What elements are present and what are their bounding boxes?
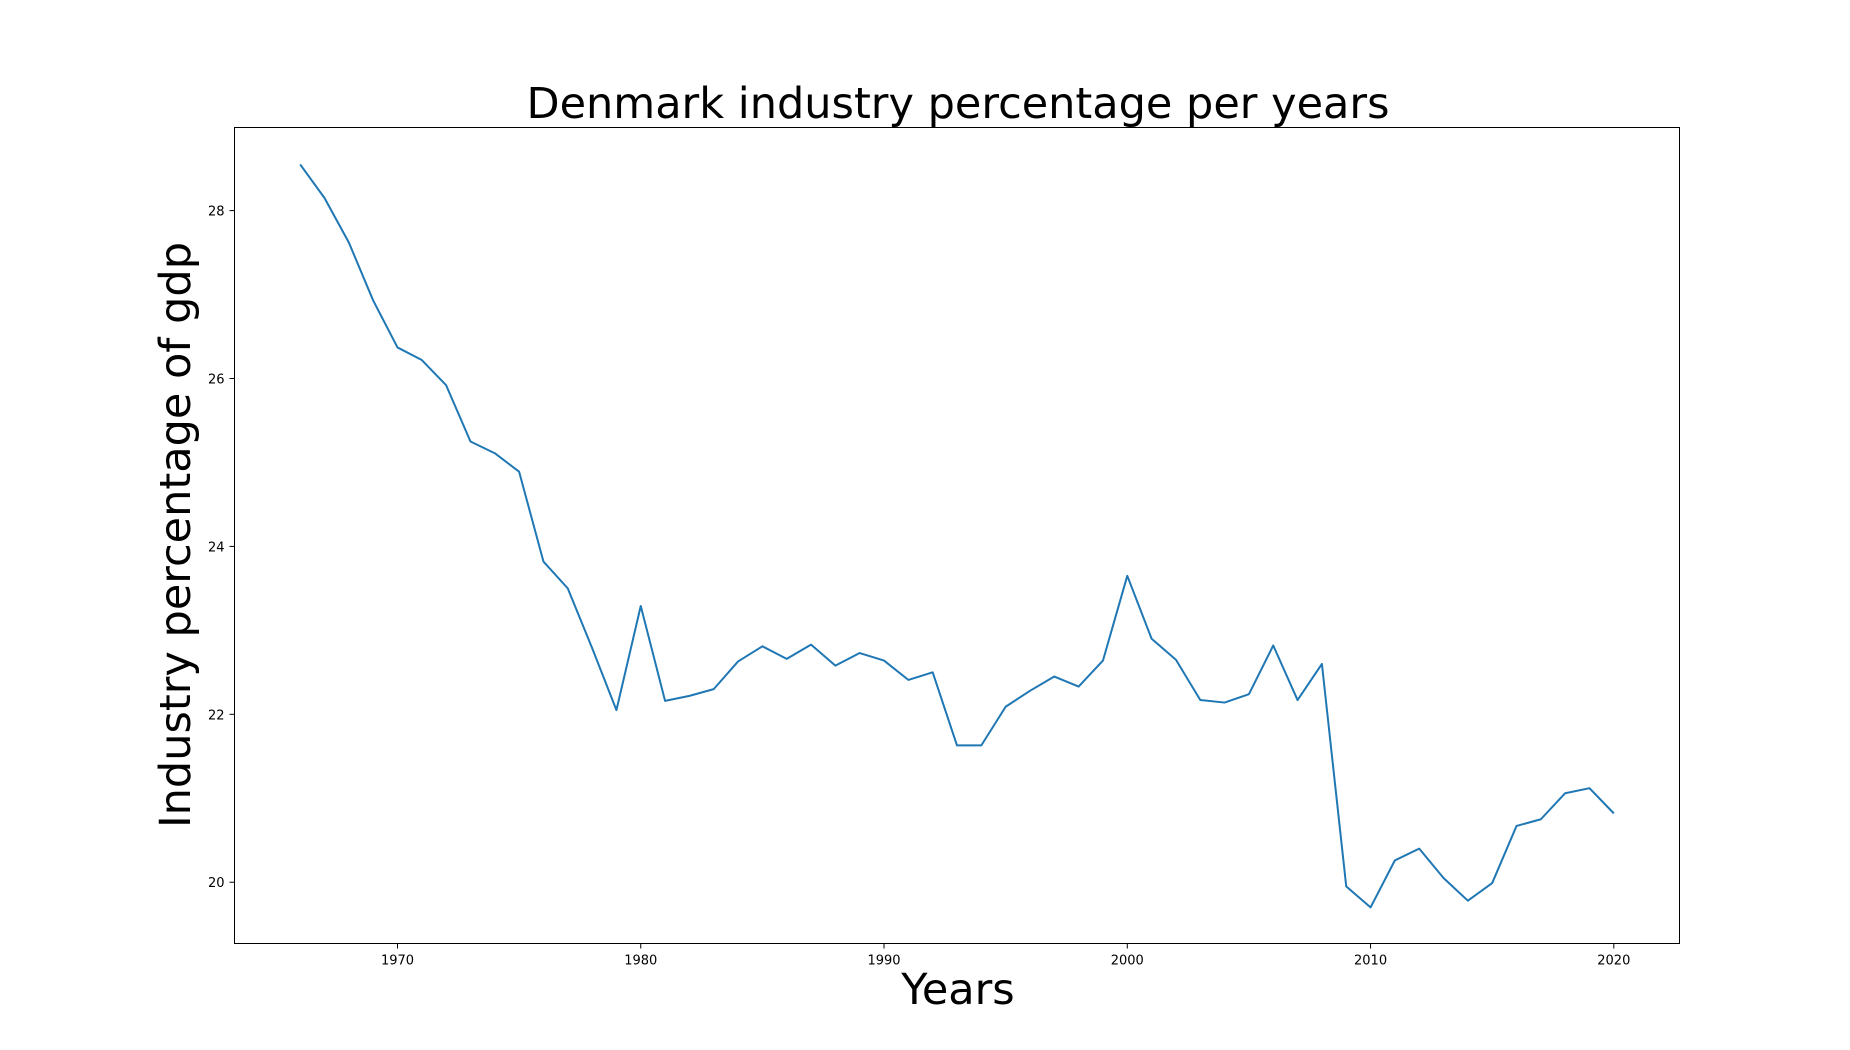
y-axis-label: Industry percentage of gdp [151,242,201,828]
y-tick-label: 26 [208,373,225,388]
y-tick-label: 20 [208,876,225,891]
y-axis-ticks: 20 22 24 26 28 [208,205,235,891]
chart-title: Denmark industry percentage per years [526,79,1389,129]
x-axis-ticks: 1970 1980 1990 2000 2010 2020 [381,943,1630,969]
x-axis-label: Years [900,965,1014,1015]
plot-area-frame [234,127,1680,944]
y-tick-label: 24 [208,540,225,555]
y-tick-label: 22 [208,708,225,723]
x-tick-label: 2020 [1597,954,1630,969]
x-tick-label: 1990 [867,954,900,969]
series-line-industry-percentage [299,163,1615,909]
x-tick-label: 1980 [624,954,657,969]
y-tick-label: 28 [208,205,225,220]
x-tick-label: 2010 [1354,954,1387,969]
x-tick-label: 2000 [1111,954,1144,969]
x-tick-label: 1970 [381,954,414,969]
